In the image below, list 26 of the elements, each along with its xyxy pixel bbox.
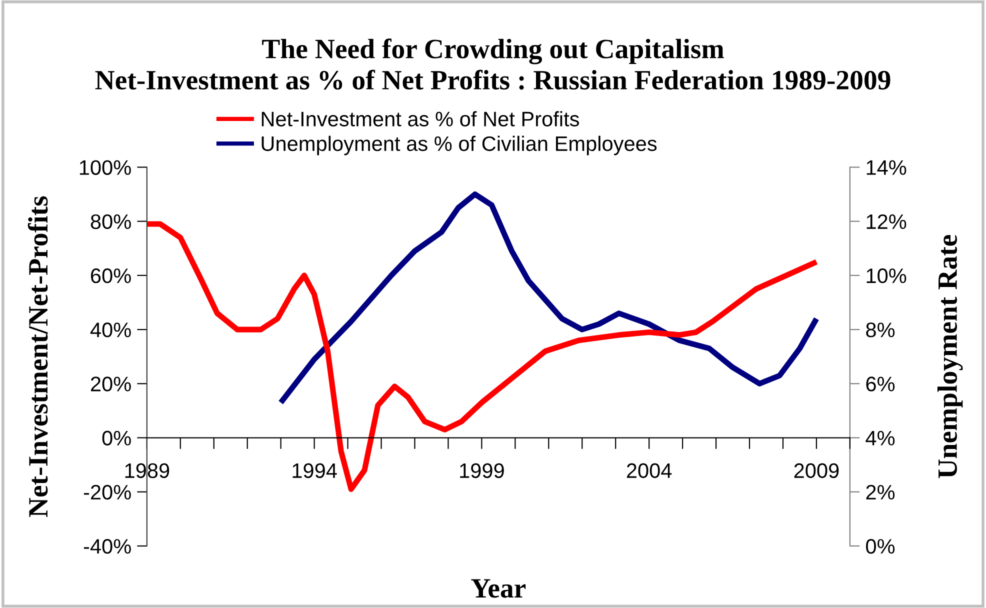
x-tick-label: 1994 <box>292 463 337 478</box>
x-tick-label: 2004 <box>626 463 672 478</box>
legend-label: Net-Investment as % of Net Profits <box>262 111 579 126</box>
y-tick-label: -20% <box>84 484 131 500</box>
y-tick-label: 40% <box>90 322 131 338</box>
x-tick-label: 2009 <box>794 463 839 478</box>
x-tick-label: 1999 <box>460 463 504 478</box>
y-tick-label: 60% <box>91 268 131 284</box>
y2-tick-label: 12% <box>866 214 906 229</box>
y2-tick-label: 6% <box>866 376 895 392</box>
y2-tick-label: 8% <box>866 322 895 338</box>
y-tick-label: 0% <box>102 430 131 446</box>
chart-title: The Need for Crowding out Capitalism Net-Investment as % of Net Profits : Russian Federation 1989-2009 <box>95 38 890 90</box>
y-tick-label: 20% <box>90 376 131 392</box>
y2-tick-label: 4% <box>866 430 895 446</box>
legend-label: Unemployment as % of Civilian Employees <box>262 136 657 156</box>
x-axis-title: Year <box>471 579 526 598</box>
y2-tick-label: 2% <box>866 484 895 500</box>
y2-tick-label: 0% <box>866 538 895 554</box>
y2-axis-title: Unemployment Rate <box>937 235 963 478</box>
y-tick-label: 100% <box>80 160 131 175</box>
y-tick-label: 80% <box>90 214 131 230</box>
y2-tick-label: 14% <box>866 160 906 175</box>
y-tick-label: -40% <box>84 538 131 554</box>
y-axis-title: Net-Investment/Net-Profits <box>28 196 48 518</box>
y2-tick-label: 10% <box>866 268 906 284</box>
